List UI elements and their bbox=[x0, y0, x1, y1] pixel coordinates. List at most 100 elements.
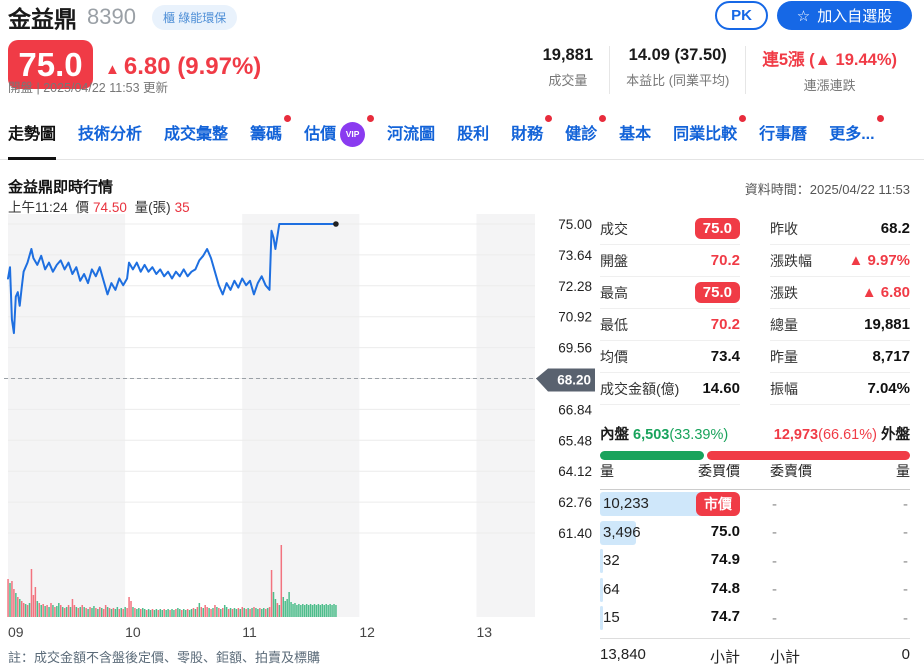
ask-price[interactable]: - bbox=[772, 495, 777, 513]
quote-label: 最低 bbox=[600, 316, 628, 333]
quote-row-昨收: 昨收 68.2 bbox=[770, 213, 910, 245]
tab-健診[interactable]: 健診 bbox=[565, 112, 607, 159]
tab-label: 更多... bbox=[829, 126, 875, 143]
volume-bar bbox=[317, 604, 320, 617]
intraday-chart[interactable]: 75.00 73.64 72.28 70.92 69.56 66.84 65.48 64.12… bbox=[0, 212, 598, 653]
volume-bar bbox=[257, 609, 259, 617]
stat-label: 本益比 (同業平均) bbox=[626, 73, 730, 88]
ask-price[interactable]: - bbox=[772, 581, 777, 599]
tab-成交彙整[interactable]: 成交彙整 bbox=[164, 112, 228, 159]
notification-dot bbox=[739, 115, 747, 122]
quote-row-總量: 總量 19,881 bbox=[770, 309, 910, 341]
star-icon: ☆ bbox=[796, 7, 811, 25]
volume-bar bbox=[194, 609, 197, 617]
volume-bar bbox=[220, 609, 222, 617]
volume-bar bbox=[69, 607, 72, 617]
notification-dot bbox=[876, 115, 884, 122]
volume-bar bbox=[307, 605, 310, 617]
volume-bar bbox=[329, 604, 331, 617]
volume-bar bbox=[77, 608, 80, 617]
volume-bar bbox=[44, 606, 46, 617]
bid-price[interactable]: 74.8 bbox=[710, 579, 740, 597]
volume-bar bbox=[106, 607, 109, 617]
bid-price[interactable]: 74.9 bbox=[710, 551, 740, 569]
volume-bar bbox=[286, 599, 288, 617]
y-axis-label: 61.40 bbox=[558, 526, 592, 541]
volume-bar bbox=[87, 609, 89, 617]
volume-bar bbox=[28, 603, 31, 617]
stock-header: 金益鼎 8390 櫃 綠能環保 bbox=[8, 0, 238, 34]
volume-bar bbox=[333, 604, 335, 617]
category-badge[interactable]: 櫃 綠能環保 bbox=[151, 4, 238, 30]
order-book: 量 委買價 委賣價 量 10,233 市價 - -3,496 75.0- -32 74.9-… bbox=[600, 461, 910, 667]
market-status-line: 開盤 | 2025/04/22 11:53 更新 bbox=[8, 81, 169, 95]
quote-label: 昨收 bbox=[770, 220, 798, 237]
tab-同業比較[interactable]: 同業比較 bbox=[673, 112, 747, 159]
x-axis-label: 12 bbox=[359, 624, 375, 640]
ask-price[interactable]: - bbox=[772, 609, 777, 627]
outer-pct: (66.61%) bbox=[818, 427, 877, 443]
volume-bar bbox=[97, 609, 99, 617]
quote-label: 漲跌 bbox=[770, 284, 798, 301]
tab-財務[interactable]: 財務 bbox=[511, 112, 553, 159]
pk-button[interactable]: PK bbox=[715, 1, 768, 30]
bid-price[interactable]: 市價 bbox=[696, 492, 740, 517]
bid-price[interactable]: 75.0 bbox=[710, 522, 740, 540]
bid-price[interactable]: 74.7 bbox=[710, 608, 740, 626]
stat-value: 19,881 bbox=[542, 46, 594, 64]
quote-value: ▲ 9.97% bbox=[848, 252, 910, 269]
x-axis-label: 13 bbox=[476, 624, 492, 640]
footnote: 註：成交金額不含盤後定價、零股、鉅額、拍賣及標購 bbox=[8, 650, 321, 665]
volume-bar bbox=[311, 605, 314, 617]
volume-bar bbox=[298, 604, 300, 617]
tab-label: 股利 bbox=[457, 126, 490, 143]
price-line bbox=[7, 223, 337, 335]
tab-行事曆[interactable]: 行事曆 bbox=[759, 112, 807, 159]
volume-bar bbox=[175, 609, 177, 617]
volume-bar bbox=[255, 608, 257, 617]
volume-bar bbox=[247, 608, 249, 617]
volume-bar bbox=[302, 604, 304, 617]
x-axis-label: 09 bbox=[8, 624, 24, 640]
volume-bar bbox=[24, 604, 27, 617]
volume-bar bbox=[184, 610, 187, 617]
volume-bar bbox=[292, 604, 294, 617]
quote-row-均價: 均價 73.4 bbox=[600, 341, 740, 373]
volume-bar bbox=[223, 605, 226, 617]
order-book-row: 3,496 75.0- - bbox=[600, 519, 910, 548]
quote-value: 75.0 bbox=[694, 282, 740, 303]
volume-bar bbox=[151, 609, 154, 617]
tab-籌碼[interactable]: 籌碼 bbox=[250, 112, 292, 159]
volume-bar bbox=[140, 609, 142, 617]
bid-subtotal: 13,840 bbox=[600, 645, 646, 663]
bid-qty: 3,496 bbox=[603, 523, 641, 541]
quote-row-開盤: 開盤 70.2 bbox=[600, 245, 740, 277]
add-watchlist-button[interactable]: ☆ 加入自選股 bbox=[777, 1, 912, 30]
volume-bar bbox=[196, 607, 199, 617]
quote-label: 最高 bbox=[600, 284, 628, 301]
tab-股利[interactable]: 股利 bbox=[457, 112, 489, 159]
tab-河流圖[interactable]: 河流圖 bbox=[387, 112, 435, 159]
tab-技術分析[interactable]: 技術分析 bbox=[78, 112, 142, 159]
tab-走勢圖[interactable]: 走勢圖 bbox=[8, 112, 57, 160]
quote-label: 總量 bbox=[770, 316, 798, 333]
ask-price[interactable]: - bbox=[772, 552, 777, 570]
tab-更多...[interactable]: 更多... bbox=[829, 112, 884, 159]
volume-bar bbox=[99, 607, 101, 617]
tab-基本[interactable]: 基本 bbox=[619, 112, 651, 159]
volume-bar bbox=[91, 608, 93, 617]
volume-bar bbox=[136, 609, 138, 617]
ask-subtotal-label: 小計 bbox=[770, 648, 801, 666]
volume-bar bbox=[218, 608, 220, 617]
volume-bar bbox=[46, 605, 48, 617]
volume-bar bbox=[288, 592, 290, 617]
ask-cell: -- bbox=[770, 610, 910, 627]
ask-price[interactable]: - bbox=[772, 524, 777, 542]
volume-bar bbox=[13, 589, 15, 617]
hover-vol-label: 量(張) bbox=[134, 200, 171, 215]
tab-估價[interactable]: 估價 VIP bbox=[304, 112, 375, 159]
volume-bar bbox=[266, 608, 269, 617]
volume-bar bbox=[157, 610, 160, 617]
volume-bar bbox=[173, 610, 175, 617]
volume-bar bbox=[73, 605, 76, 617]
